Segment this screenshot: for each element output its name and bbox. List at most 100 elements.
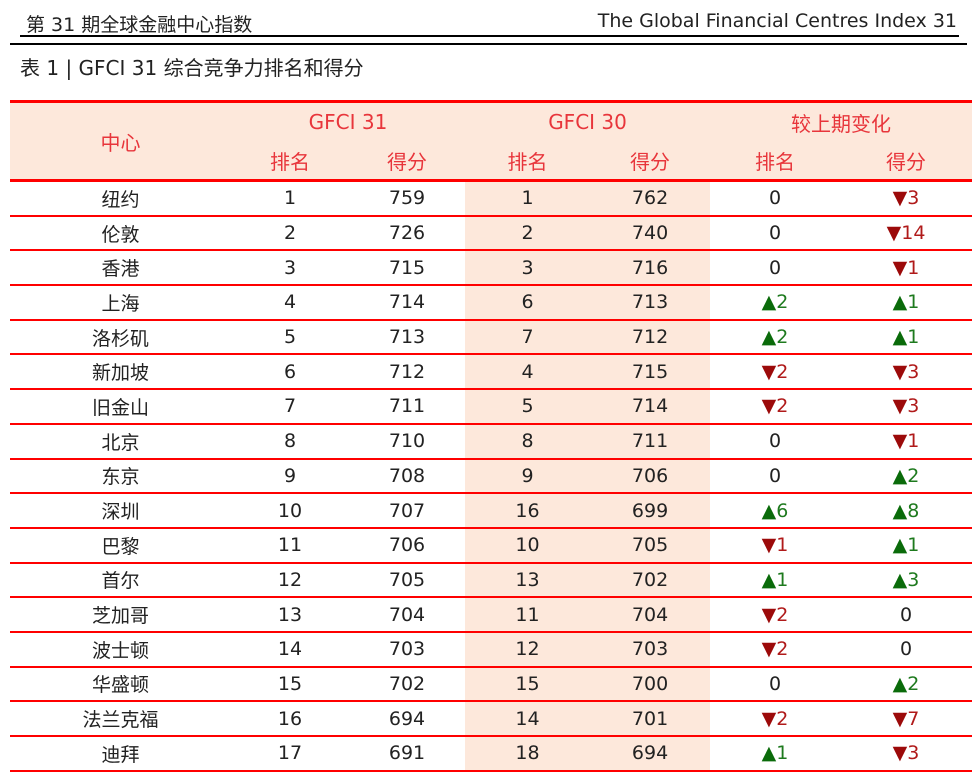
change-value: 2 xyxy=(907,672,920,695)
cell-gfci30-rank: 12 xyxy=(465,631,591,668)
change-value: 0 xyxy=(768,672,782,695)
cell-gfci30-score: 700 xyxy=(590,666,711,703)
triangle-down-icon: ▼ xyxy=(892,742,908,765)
cell-gfci30-score: 703 xyxy=(590,631,711,668)
cell-center: 新加坡 xyxy=(10,354,231,391)
cell-gfci30-rank: 6 xyxy=(465,285,591,321)
cell-rank-change: ▲2 xyxy=(710,319,841,356)
cell-score-change: ▲2 xyxy=(840,666,973,703)
cell-gfci31-score: 711 xyxy=(349,389,466,425)
cell-rank-change: ▼2 xyxy=(710,389,841,425)
header-center: 中心 xyxy=(10,101,231,182)
cell-gfci31-rank: 1 xyxy=(231,180,349,217)
cell-center: 纽约 xyxy=(10,180,231,217)
cell-gfci31-score: 702 xyxy=(349,666,466,703)
cell-gfci31-rank: 11 xyxy=(231,527,349,564)
triangle-down-icon: ▼ xyxy=(892,430,908,453)
change-value: 2 xyxy=(776,360,789,383)
header-rule-2 xyxy=(10,43,967,45)
cell-gfci30-score: 699 xyxy=(590,493,711,529)
cell-gfci31-score: 712 xyxy=(349,354,466,391)
running-header-chinese: 第 31 期全球金融中心指数 xyxy=(26,14,253,36)
cell-gfci31-rank: 16 xyxy=(231,701,349,737)
cell-gfci31-score: 706 xyxy=(349,527,466,564)
cell-rank-change: 0 xyxy=(710,458,841,495)
cell-score-change: ▼1 xyxy=(840,423,973,460)
cell-center: 巴黎 xyxy=(10,527,231,564)
cell-gfci31-rank: 2 xyxy=(231,215,349,252)
triangle-down-icon: ▼ xyxy=(892,360,908,383)
table-row: 香港 3 715 3 716 0 ▼1 xyxy=(10,250,973,287)
cell-rank-change: 0 xyxy=(710,666,841,703)
cell-gfci30-rank: 4 xyxy=(465,354,591,391)
cell-score-change: ▼3 xyxy=(840,354,973,391)
cell-gfci31-rank: 6 xyxy=(231,354,349,391)
table-row: 芝加哥 13 704 11 704 ▼2 0 xyxy=(10,597,973,633)
cell-gfci30-rank: 8 xyxy=(465,423,591,460)
cell-gfci30-rank: 1 xyxy=(465,180,591,217)
cell-center: 伦敦 xyxy=(10,215,231,252)
cell-score-change: ▼3 xyxy=(840,180,973,217)
cell-rank-change: ▼1 xyxy=(710,527,841,564)
cell-center: 深圳 xyxy=(10,493,231,529)
cell-rank-change: ▲1 xyxy=(710,736,841,772)
cell-center: 东京 xyxy=(10,458,231,495)
cell-gfci30-rank: 5 xyxy=(465,389,591,425)
cell-center: 旧金山 xyxy=(10,389,231,425)
triangle-down-icon: ▼ xyxy=(886,222,902,245)
table-row: 洛杉矶 5 713 7 712 ▲2 ▲1 xyxy=(10,319,973,356)
triangle-up-icon: ▲ xyxy=(892,326,908,349)
change-value: 3 xyxy=(907,568,920,591)
triangle-down-icon: ▼ xyxy=(761,638,777,661)
cell-rank-change: ▼2 xyxy=(710,354,841,391)
cell-gfci30-score: 705 xyxy=(590,527,711,564)
change-value: 1 xyxy=(907,534,920,557)
cell-gfci31-score: 708 xyxy=(349,458,466,495)
triangle-up-icon: ▲ xyxy=(892,499,908,522)
triangle-down-icon: ▼ xyxy=(761,534,777,557)
change-value: 3 xyxy=(907,187,920,210)
cell-gfci31-rank: 8 xyxy=(231,423,349,460)
cell-center: 首尔 xyxy=(10,562,231,599)
header-gfci31-score: 得分 xyxy=(349,141,466,182)
cell-gfci31-score: 703 xyxy=(349,631,466,668)
cell-gfci31-score: 704 xyxy=(349,597,466,633)
cell-gfci31-rank: 9 xyxy=(231,458,349,495)
change-value: 1 xyxy=(907,256,920,279)
triangle-up-icon: ▲ xyxy=(892,672,908,695)
cell-gfci31-score: 710 xyxy=(349,423,466,460)
cell-gfci30-score: 701 xyxy=(590,701,711,737)
cell-gfci30-rank: 11 xyxy=(465,597,591,633)
header-gfci31-rank: 排名 xyxy=(231,141,349,182)
table-row: 巴黎 11 706 10 705 ▼1 ▲1 xyxy=(10,527,973,564)
cell-score-change: 0 xyxy=(840,631,973,668)
header-gfci30: GFCI 30 xyxy=(465,101,711,141)
table-row: 旧金山 7 711 5 714 ▼2 ▼3 xyxy=(10,389,973,425)
cell-gfci31-score: 715 xyxy=(349,250,466,287)
triangle-down-icon: ▼ xyxy=(892,395,908,418)
cell-rank-change: 0 xyxy=(710,423,841,460)
change-value: 3 xyxy=(907,395,920,418)
triangle-up-icon: ▲ xyxy=(892,534,908,557)
table-row: 迪拜 17 691 18 694 ▲1 ▼3 xyxy=(10,736,973,772)
cell-score-change: ▲3 xyxy=(840,562,973,599)
cell-gfci30-rank: 18 xyxy=(465,736,591,772)
cell-score-change: ▲1 xyxy=(840,527,973,564)
table-row: 北京 8 710 8 711 0 ▼1 xyxy=(10,423,973,460)
triangle-down-icon: ▼ xyxy=(892,256,908,279)
change-value: 2 xyxy=(776,291,789,314)
cell-gfci31-score: 694 xyxy=(349,701,466,737)
cell-gfci31-rank: 4 xyxy=(231,285,349,321)
triangle-up-icon: ▲ xyxy=(761,326,777,349)
cell-gfci31-rank: 7 xyxy=(231,389,349,425)
change-value: 2 xyxy=(776,326,789,349)
table-row: 东京 9 708 9 706 0 ▲2 xyxy=(10,458,973,495)
change-value: 1 xyxy=(907,430,920,453)
cell-gfci31-score: 759 xyxy=(349,180,466,217)
change-value: 8 xyxy=(907,499,920,522)
cell-score-change: ▼3 xyxy=(840,736,973,772)
cell-gfci31-rank: 15 xyxy=(231,666,349,703)
cell-gfci30-score: 702 xyxy=(590,562,711,599)
triangle-up-icon: ▲ xyxy=(761,499,777,522)
change-value: 1 xyxy=(907,326,920,349)
